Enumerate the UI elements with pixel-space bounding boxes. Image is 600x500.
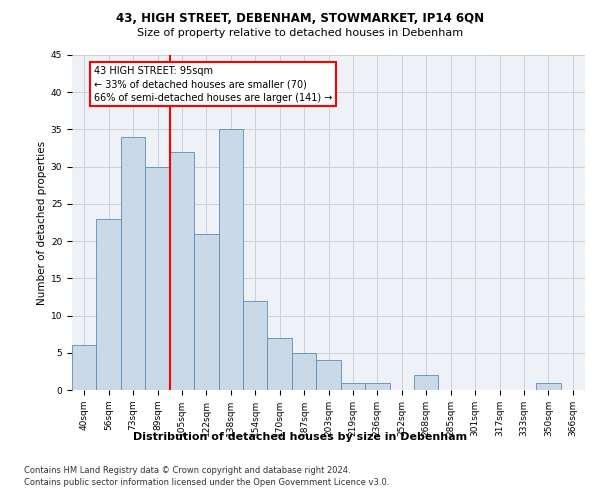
Bar (316, 360, 341, 390)
Bar (170, 152, 194, 390)
Bar (121, 137, 145, 390)
Y-axis label: Number of detached properties: Number of detached properties (37, 140, 47, 304)
Text: Contains public sector information licensed under the Open Government Licence v3: Contains public sector information licen… (24, 478, 389, 487)
Text: Contains HM Land Registry data © Crown copyright and database right 2024.: Contains HM Land Registry data © Crown c… (24, 466, 350, 475)
Bar (365, 382, 389, 390)
Bar (341, 382, 365, 390)
Bar (145, 166, 170, 390)
Bar (268, 338, 292, 390)
Text: 43 HIGH STREET: 95sqm
← 33% of detached houses are smaller (70)
66% of semi-deta: 43 HIGH STREET: 95sqm ← 33% of detached … (94, 66, 332, 102)
Text: Size of property relative to detached houses in Debenham: Size of property relative to detached ho… (137, 28, 463, 38)
Bar (97, 219, 121, 390)
Bar (243, 300, 268, 390)
Text: 43, HIGH STREET, DEBENHAM, STOWMARKET, IP14 6QN: 43, HIGH STREET, DEBENHAM, STOWMARKET, I… (116, 12, 484, 26)
Text: Distribution of detached houses by size in Debenham: Distribution of detached houses by size … (133, 432, 467, 442)
Bar (414, 375, 439, 390)
Bar (194, 234, 218, 390)
Bar (536, 382, 560, 390)
Bar (218, 130, 243, 390)
Bar (72, 346, 97, 390)
Bar (292, 353, 316, 390)
